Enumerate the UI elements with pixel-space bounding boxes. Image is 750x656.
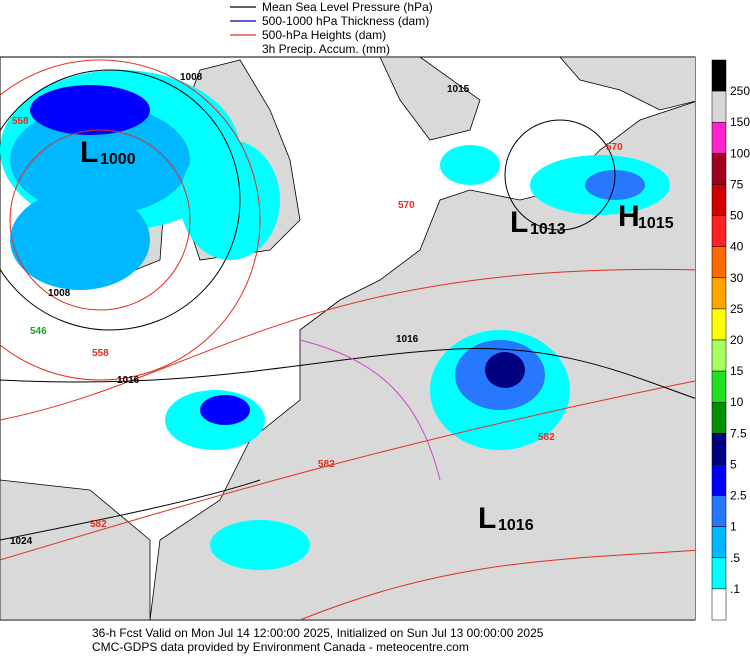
center-letter: L xyxy=(478,502,496,535)
contour-label: 582 xyxy=(538,432,555,443)
colorbar-swatch xyxy=(711,370,727,403)
center-value: 1013 xyxy=(530,221,566,238)
colorbar-label: 20 xyxy=(730,333,744,347)
colorbar-label: 50 xyxy=(730,209,744,223)
contour-label: 582 xyxy=(90,519,107,530)
footer-line: 36-h Fcst Valid on Mon Jul 14 12:00:00 2… xyxy=(92,626,544,640)
colorbar-label: 7.5 xyxy=(730,426,747,440)
colorbar-label: 10 xyxy=(730,395,744,409)
contour-label: 1008 xyxy=(48,288,71,299)
colorbar-label: 15 xyxy=(730,364,744,378)
colorbar-swatch xyxy=(711,277,727,310)
center-value: 1016 xyxy=(498,517,534,534)
colorbar-swatch xyxy=(711,495,727,527)
footer: 36-h Fcst Valid on Mon Jul 14 12:00:00 2… xyxy=(92,626,544,654)
colorbar-swatch xyxy=(711,557,727,590)
colorbar-swatch xyxy=(711,308,727,341)
contour-label: 1016 xyxy=(117,375,140,386)
center-letter: L xyxy=(510,206,528,239)
colorbar-swatch xyxy=(711,464,727,496)
colorbar-swatch xyxy=(711,433,727,465)
colorbar-swatch xyxy=(711,588,727,621)
colorbar-swatch xyxy=(711,90,727,123)
colorbar-label: 2.5 xyxy=(730,489,747,503)
colorbar-swatch xyxy=(711,339,727,372)
center-letter: H xyxy=(618,200,640,233)
colorbar-swatch xyxy=(711,153,727,185)
colorbar-label: 40 xyxy=(730,240,744,254)
legend-label: 500-hPa Heights (dam) xyxy=(262,28,386,42)
contour-label: 582 xyxy=(318,459,335,470)
contour-labels: 1008 558 1015 570 570 1008 546 558 1016 1016 582 58… xyxy=(10,72,623,547)
contour-label: 558 xyxy=(12,116,29,127)
center-letter: L xyxy=(80,136,98,169)
center-value: 1000 xyxy=(100,151,136,168)
colorbar-label: 75 xyxy=(730,177,744,191)
contour-label: 1008 xyxy=(180,72,203,83)
contour-label: 1016 xyxy=(396,334,419,345)
colorbar-label: 5 xyxy=(730,457,737,471)
legend-label: 3h Precip. Accum. (mm) xyxy=(262,42,390,56)
map: 1008 558 1015 570 570 1008 546 558 1016 1016 582 58… xyxy=(0,57,695,620)
colorbar-swatch xyxy=(711,401,727,434)
precipitation xyxy=(0,70,670,570)
footer-line: CMC-GDPS data provided by Environment Ca… xyxy=(92,640,469,654)
contour-label: 558 xyxy=(92,348,109,359)
colorbar-label: 1 xyxy=(730,520,737,534)
contour-label: 570 xyxy=(398,200,415,211)
colorbar-label: .5 xyxy=(730,551,740,565)
center-value: 1015 xyxy=(638,215,674,232)
colorbar-label: 30 xyxy=(730,271,744,285)
colorbar-swatch xyxy=(711,184,727,216)
colorbar-swatch xyxy=(711,526,727,559)
contour-label: 546 xyxy=(30,326,47,337)
colorbar-label: 25 xyxy=(730,302,744,316)
colorbar-label: .1 xyxy=(730,582,740,596)
colorbar-swatch xyxy=(711,121,727,154)
legend-label: Mean Sea Level Pressure (hPa) xyxy=(262,0,433,14)
legend-label: 500-1000 hPa Thickness (dam) xyxy=(262,14,429,28)
contours xyxy=(0,59,695,620)
contour-label: 570 xyxy=(606,142,623,153)
colorbar-label: 100 xyxy=(730,146,750,160)
colorbar: 250 150 100 75 50 40 30 25 20 15 10 7.5 5 2.5 1 .5 .1 xyxy=(711,59,750,621)
legend: Mean Sea Level Pressure (hPa)500-1000 hP… xyxy=(230,0,433,56)
colorbar-swatch xyxy=(711,246,727,279)
contour-label: 1024 xyxy=(10,536,33,547)
colorbar-swatch xyxy=(711,59,727,92)
colorbar-label: 250 xyxy=(730,84,750,98)
colorbar-swatch xyxy=(711,215,727,247)
contour-label: 1015 xyxy=(447,84,470,95)
colorbar-label: 150 xyxy=(730,115,750,129)
